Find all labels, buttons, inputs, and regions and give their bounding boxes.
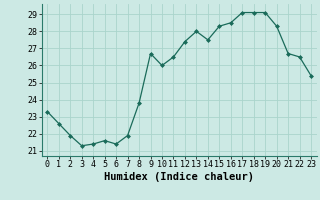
- X-axis label: Humidex (Indice chaleur): Humidex (Indice chaleur): [104, 172, 254, 182]
